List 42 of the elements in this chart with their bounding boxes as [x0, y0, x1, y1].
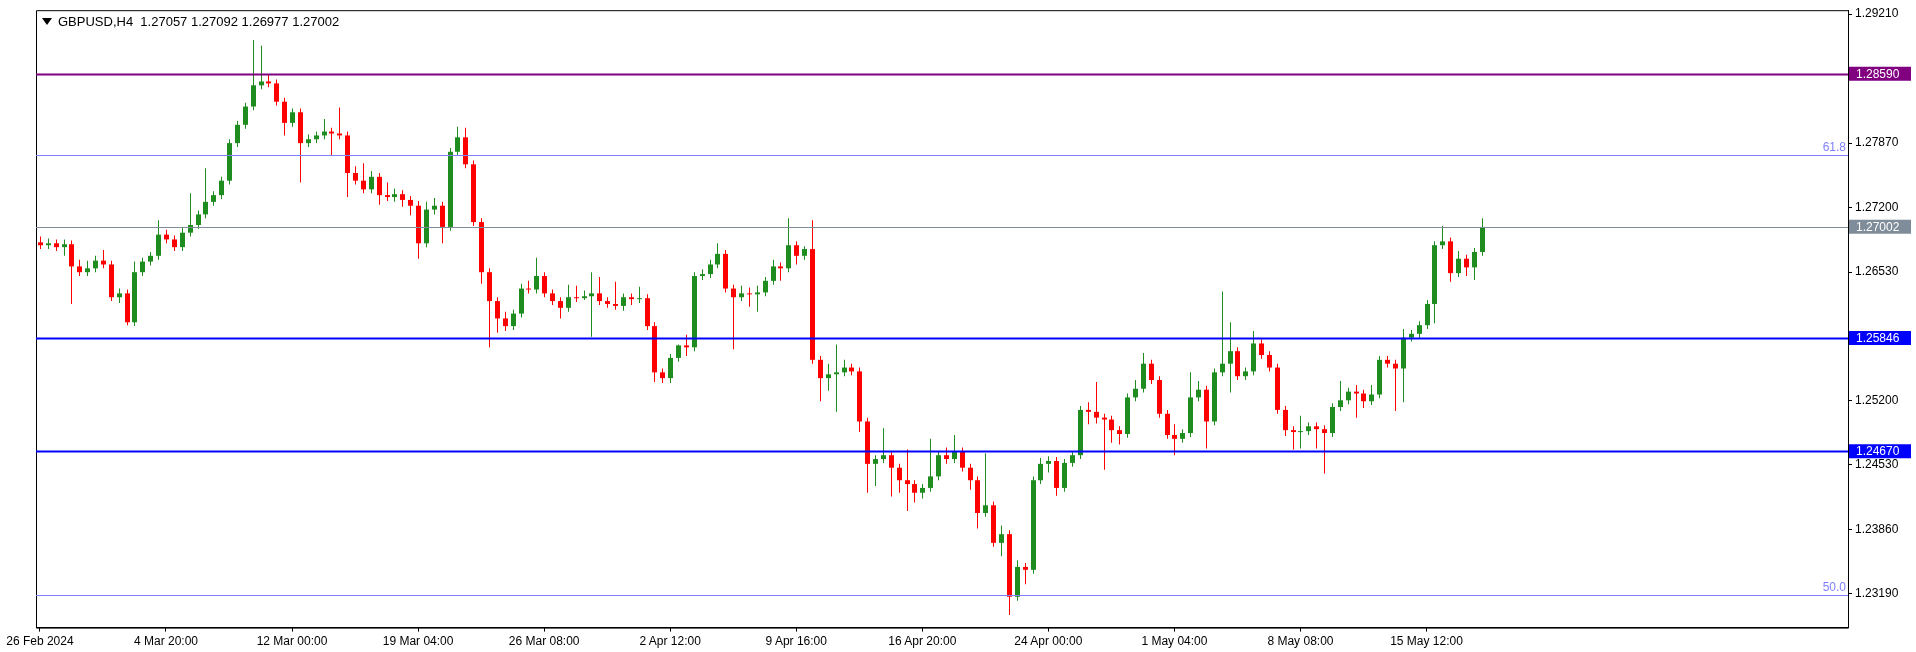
y-tick-label: 1.23190: [1855, 586, 1899, 601]
x-tick-label: 2 Apr 12:00: [639, 634, 702, 649]
ref-line-label: 1.28590: [1856, 66, 1900, 81]
x-tick-label: 12 Mar 00:00: [256, 634, 328, 649]
candlestick: [1298, 415, 1303, 449]
candlestick: [613, 281, 618, 310]
x-tick-label: 4 Mar 20:00: [133, 634, 199, 649]
ref-line-label: 1.24670: [1856, 444, 1900, 459]
candlestick: [747, 287, 752, 307]
candlestick: [1291, 426, 1296, 450]
y-tick-label: 1.27200: [1855, 199, 1899, 214]
x-tick-label: 24 Apr 00:00: [1014, 634, 1083, 649]
x-tick-label: 1 May 04:00: [1141, 634, 1208, 649]
candlestick: [755, 285, 760, 312]
annotation: 50.0: [1822, 580, 1847, 595]
x-tick-label: 15 May 12:00: [1390, 634, 1464, 649]
y-tick-label: 1.26530: [1855, 264, 1899, 279]
y-tick-label: 1.24530: [1855, 457, 1899, 472]
y-tick-label: 1.29210: [1855, 6, 1899, 21]
ref-line-label: 1.25846: [1856, 330, 1900, 345]
x-tick-label: 16 Apr 20:00: [888, 634, 957, 649]
candlestick: [1102, 413, 1107, 470]
y-tick-label: 1.25200: [1855, 392, 1899, 407]
candlestick: [337, 107, 342, 140]
candlestick: [1354, 384, 1359, 418]
candlestick: [589, 272, 594, 337]
ref-line-label: 1.27002: [1856, 219, 1900, 234]
candlestick: [834, 344, 839, 412]
annotation: 61.8: [1822, 139, 1847, 154]
candlestick: [637, 286, 642, 304]
candlestick: [905, 449, 910, 512]
x-tick-label: 9 Apr 16:00: [765, 634, 828, 649]
x-tick-label: 26 Feb 2024: [6, 634, 74, 649]
x-tick-label: 26 Mar 08:00: [508, 634, 580, 649]
chart-title: GBPUSD,H4 1.27057 1.27092 1.26977 1.27002: [58, 14, 340, 29]
candlestick: [1393, 359, 1398, 411]
y-tick-label: 1.27870: [1855, 135, 1899, 150]
candlestick: [574, 285, 579, 303]
x-tick-label: 8 May 08:00: [1267, 634, 1334, 649]
candlestick: [1086, 402, 1091, 425]
x-tick-label: 19 Mar 04:00: [382, 634, 454, 649]
y-tick-label: 1.23860: [1855, 521, 1899, 536]
